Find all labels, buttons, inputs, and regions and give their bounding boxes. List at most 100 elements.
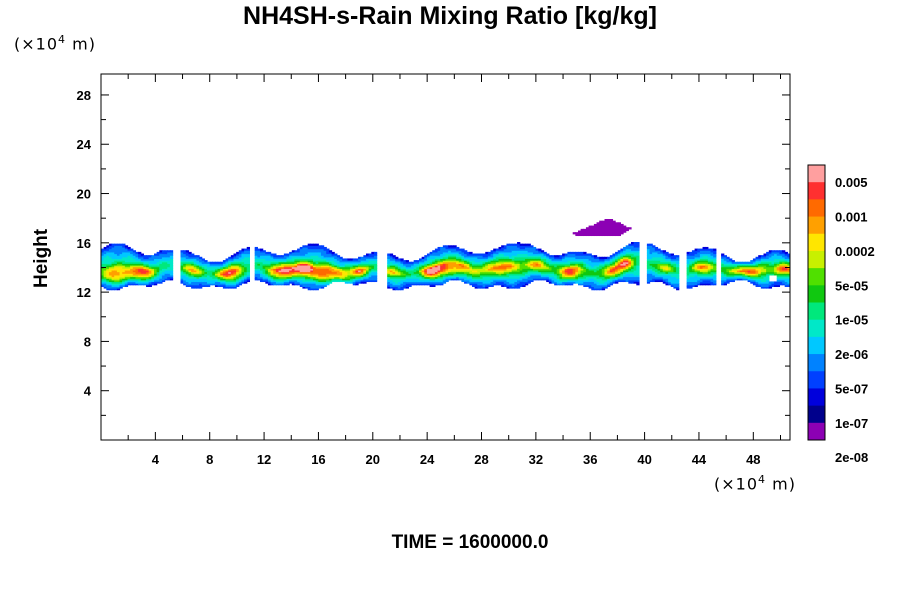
contour-cell [233,284,237,287]
contour-cell [336,274,341,278]
contour-cell [289,256,293,260]
contour-cell [517,283,521,286]
contour-cell [559,261,563,264]
contour-cell [580,274,584,278]
contour-cell [238,271,243,274]
contour-cell [506,250,510,253]
contour-cell [758,271,762,274]
contour-cell [127,258,131,261]
contour-cell [506,273,510,276]
contour-cell [583,232,587,235]
contour-cell [631,255,635,258]
contour-cell [310,255,314,258]
contour-cell [358,273,362,276]
contour-cell [336,260,341,263]
contour-cell [631,268,635,271]
contour-cell [207,273,211,276]
contour-cell [776,261,780,264]
contour-cell [755,261,759,264]
contour-cell [617,263,621,266]
contour-cell [156,274,160,278]
contour-cell [540,253,545,256]
contour-cell [493,283,497,286]
contour-cell [199,284,203,287]
contour-cell [702,276,706,279]
contour-cell [124,253,129,256]
contour-cell [633,278,637,281]
contour-cell [540,266,545,269]
contour-cell [662,265,667,268]
contour-cell [132,281,137,284]
contour-cell [140,268,144,271]
contour-cell [554,276,558,279]
contour-cell [434,269,439,273]
contour-cell [691,268,696,271]
contour-cell [122,255,126,258]
contour-cell [726,278,730,281]
contour-cell [289,276,293,279]
contour-cell [758,274,762,278]
contour-cell [130,263,134,266]
contour-cell [469,263,473,266]
contour-cell [358,276,362,279]
contour-cell [458,265,462,268]
contour-cell [665,276,669,279]
contour-cell [612,253,616,256]
contour-cell [395,283,399,286]
contour-cell [601,268,606,271]
contour-cell [228,286,232,289]
contour-cell [400,268,404,271]
contour-cell [315,283,319,286]
contour-cell [289,271,293,274]
contour-cell [522,271,526,274]
contour-cell [668,274,672,278]
contour-cell [260,276,264,279]
contour-cell [225,274,229,278]
contour-cell [445,253,449,256]
contour-cell [766,273,770,276]
contour-cell [572,269,576,273]
contour-cell [612,227,616,230]
contour-cell [564,256,568,260]
contour-cell [570,255,574,258]
contour-cell [196,258,200,261]
contour-cell [487,255,492,258]
contour-cell [281,263,285,266]
contour-cell [199,274,203,278]
contour-cell [101,278,105,281]
contour-cell [474,273,478,276]
contour-cell [776,276,780,279]
contour-cell [636,263,640,266]
contour-cell [270,279,274,283]
contour-cell [270,273,274,276]
contour-cell [636,273,640,276]
contour-cell [686,278,690,281]
contour-cell [432,250,436,253]
contour-cell [135,261,139,264]
contour-cell [169,258,174,261]
contour-cell [238,256,243,260]
contour-cell [649,260,653,263]
contour-cell [782,281,786,284]
contour-cell [342,278,346,281]
contour-cell [633,281,637,284]
contour-cell [440,269,444,273]
contour-cell [578,256,582,260]
contour-cell [768,250,773,253]
contour-cell [472,281,476,284]
contour-cell [657,279,661,283]
contour-cell [191,269,195,273]
contour-cell [763,261,767,264]
contour-cell [527,248,531,251]
contour-cell [694,263,698,266]
contour-cell [307,251,311,255]
contour-cell [474,274,478,278]
contour-cell [458,256,462,260]
contour-cell [442,261,447,264]
contour-cell [318,284,322,287]
contour-cell [599,260,603,263]
contour-cell [548,256,553,260]
contour-cell [246,268,250,271]
contour-cell [119,271,123,274]
contour-cell [567,266,571,269]
